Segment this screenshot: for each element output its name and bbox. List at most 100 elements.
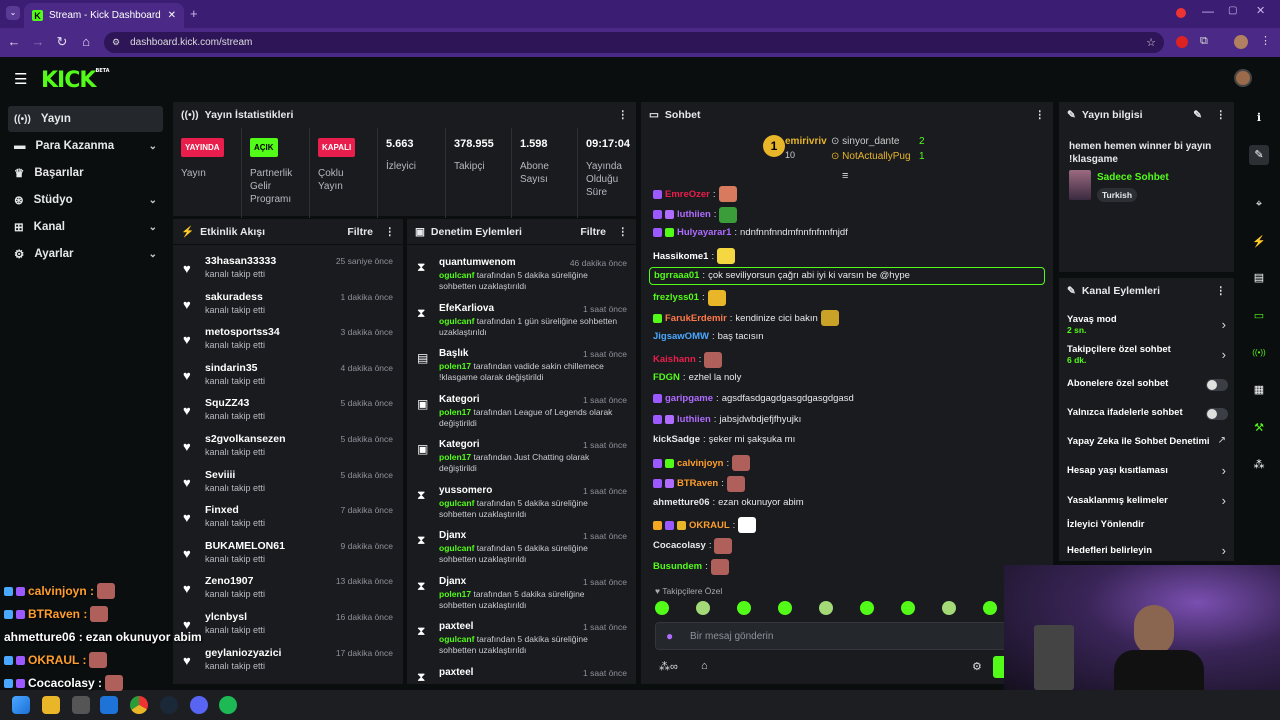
- activity-item[interactable]: ♥ Seviiii kanalı takip etti 5 dakika önce: [173, 465, 403, 501]
- more-options-icon[interactable]: ⋮: [617, 109, 629, 121]
- activity-username[interactable]: SquZZ43: [205, 397, 250, 410]
- chat-message[interactable]: Hassikome1:: [653, 248, 736, 265]
- chat-username[interactable]: ahmetture06: [653, 496, 710, 508]
- moderation-item[interactable]: ⧗ paxteel 1 saat önce: [407, 667, 637, 683]
- maximize-icon[interactable]: ▢: [1228, 5, 1238, 16]
- chrome-icon[interactable]: [130, 696, 148, 714]
- chat-message[interactable]: BTRaven:: [653, 475, 745, 492]
- external-link-icon[interactable]: ↗: [1217, 435, 1226, 446]
- collapse-icon[interactable]: ≡: [842, 170, 849, 182]
- edit-icon[interactable]: ✎: [1193, 109, 1202, 121]
- activity-username[interactable]: ylcnbysl: [205, 611, 248, 623]
- moderation-target[interactable]: Djanx: [439, 575, 467, 587]
- discord-icon[interactable]: [190, 696, 208, 714]
- sidebar-item-basarilar[interactable]: ♛ Başarılar: [8, 160, 163, 186]
- more-options-icon[interactable]: ⋮: [384, 225, 396, 238]
- moderator-name[interactable]: polen17: [439, 588, 472, 599]
- toggle-switch[interactable]: [1206, 379, 1228, 391]
- chevron-right-icon[interactable]: ›: [1221, 347, 1226, 362]
- activity-username[interactable]: 33hasan33333: [205, 255, 277, 267]
- chat-username[interactable]: Hulyayarar1: [677, 227, 732, 239]
- chat-username[interactable]: Busundem: [653, 561, 703, 573]
- sidebar-item-para-kazanma[interactable]: ▬ Para Kazanma ⌄: [8, 133, 163, 159]
- moderation-target[interactable]: Kategori: [439, 393, 480, 405]
- activity-item[interactable]: ♥ Finxed kanalı takip etti 7 dakika önce: [173, 500, 403, 536]
- file-explorer-icon[interactable]: [42, 696, 60, 714]
- tab-close-icon[interactable]: ✕: [167, 10, 176, 21]
- chat-username[interactable]: frezlyss01: [653, 292, 699, 303]
- activity-item[interactable]: ♥ Zeno1907 kanalı takip etti 13 dakika önce: [173, 571, 403, 607]
- moderator-name[interactable]: ogulcanf: [439, 497, 475, 508]
- chat-settings-icon[interactable]: ⚙: [972, 661, 982, 673]
- moderation-list[interactable]: ⧗ quantumwenom 46 dakika önce ogulcanf tara…: [407, 257, 638, 682]
- activity-item[interactable]: ♥ s2gvolkansezen kanalı takip etti 5 dakika…: [173, 429, 403, 465]
- moderation-target[interactable]: quantumwenom: [439, 257, 516, 268]
- more-options-icon[interactable]: ⋮: [1215, 285, 1227, 297]
- moderation-target[interactable]: yussomero: [439, 484, 493, 496]
- activity-item[interactable]: ♥ sakuradess kanalı takip etti 1 dakika önc…: [173, 287, 403, 323]
- quick-emote-icon[interactable]: [819, 601, 833, 615]
- quick-emote-icon[interactable]: [901, 601, 915, 615]
- channel-action-item[interactable]: Yalnızca ifadelerle sohbet: [1067, 407, 1227, 418]
- activity-item[interactable]: ♥ BUKAMELON61 kanalı takip etti 9 dakika ön…: [173, 536, 403, 572]
- back-icon[interactable]: ←: [7, 34, 21, 49]
- browser-tab[interactable]: K Stream - Kick Dashboard ✕: [24, 3, 184, 28]
- chat-username[interactable]: garipgame: [665, 393, 714, 404]
- extensions-puzzle-icon[interactable]: ⧉: [1200, 35, 1208, 47]
- moderation-target[interactable]: Başlık: [439, 348, 469, 359]
- site-info-icon[interactable]: ⚙: [112, 37, 121, 47]
- community-icon[interactable]: ⁂: [1253, 459, 1265, 471]
- minimize-icon[interactable]: —: [1202, 4, 1214, 18]
- channel-action-item[interactable]: Abonelere özel sohbet: [1067, 378, 1227, 389]
- channel-action-item[interactable]: Yasaklanmış kelimeler: [1067, 495, 1227, 506]
- chat-message[interactable]: ahmetture06: ezan okunuyor abim: [653, 497, 804, 508]
- sidebar-item-kanal[interactable]: ⊞ Kanal ⌄: [8, 214, 163, 240]
- activity-username[interactable]: BUKAMELON61: [205, 539, 285, 552]
- chat-username[interactable]: luthiien: [677, 413, 711, 425]
- moderator-name[interactable]: ogulcanf: [439, 634, 475, 644]
- new-tab-icon[interactable]: +: [190, 6, 198, 21]
- moderator-name[interactable]: polen17: [439, 406, 472, 417]
- forward-icon[interactable]: →: [31, 34, 45, 49]
- chat-username[interactable]: Kaishann: [653, 354, 696, 366]
- moderation-target[interactable]: paxteel: [439, 621, 474, 632]
- chat-username[interactable]: BTRaven: [677, 478, 719, 490]
- sidebar-item-studyo[interactable]: ⊛ Stüdyo ⌄: [8, 187, 163, 213]
- bookmark-star-icon[interactable]: ☆: [1146, 37, 1156, 49]
- chat-username[interactable]: Hassikome1: [653, 250, 709, 262]
- moderator-name[interactable]: ogulcanf: [439, 543, 475, 553]
- quick-emote-icon[interactable]: [983, 601, 997, 615]
- sidebar-item-yayin[interactable]: ((•)) Yayın: [8, 106, 163, 132]
- chat-message[interactable]: OKRAUL:: [653, 517, 757, 534]
- extension-icon[interactable]: [1176, 36, 1188, 48]
- activity-item[interactable]: ♥ geylaniozyazici kanalı takip etti 17 daki…: [173, 643, 403, 679]
- chat-username[interactable]: EmreOzer: [665, 188, 710, 200]
- outlook-icon[interactable]: [100, 696, 118, 714]
- store-icon[interactable]: ⌂: [701, 660, 708, 672]
- moderation-target[interactable]: EfeKarliova: [439, 302, 495, 314]
- chat-username[interactable]: JigsawOMW: [653, 330, 709, 342]
- quick-emote-icon[interactable]: [737, 601, 751, 615]
- channel-action-item[interactable]: Takipçilere özel sohbet 6 dk.: [1067, 344, 1227, 365]
- chat-message[interactable]: frezlyss01:: [653, 289, 726, 306]
- chat-username[interactable]: kickSadge: [653, 434, 700, 446]
- chat-username[interactable]: luthiien: [677, 209, 711, 221]
- chat-username[interactable]: Cocacolasy: [653, 540, 706, 552]
- activity-list[interactable]: ♥ 33hasan33333 kanalı takip etti 25 saniye …: [173, 251, 405, 681]
- spotify-icon[interactable]: [219, 696, 237, 714]
- moderation-item[interactable]: ▣ Kategori 1 saat önce polen17 tarafından J…: [407, 439, 637, 485]
- activity-username[interactable]: sakuradess: [205, 290, 263, 303]
- activity-username[interactable]: sindarin35: [205, 361, 258, 374]
- hamburger-menu-icon[interactable]: ☰: [14, 71, 28, 88]
- channel-action-item[interactable]: İzleyici Yönlendir: [1067, 519, 1227, 530]
- moderator-name[interactable]: ogulcanf: [439, 315, 475, 326]
- chat-username[interactable]: FDGN: [653, 372, 680, 384]
- target-icon[interactable]: ⌖: [1255, 198, 1263, 210]
- moderation-target[interactable]: paxteel: [439, 666, 474, 678]
- steam-icon[interactable]: [160, 696, 178, 714]
- gifter-3-name[interactable]: ⊙ NotActuallyPug: [831, 151, 911, 162]
- activity-username[interactable]: geylaniozyazici: [205, 646, 282, 659]
- chevron-right-icon[interactable]: ›: [1221, 543, 1226, 558]
- more-options-icon[interactable]: ⋮: [1215, 109, 1227, 121]
- chat-username[interactable]: bgrraaa01: [654, 270, 700, 282]
